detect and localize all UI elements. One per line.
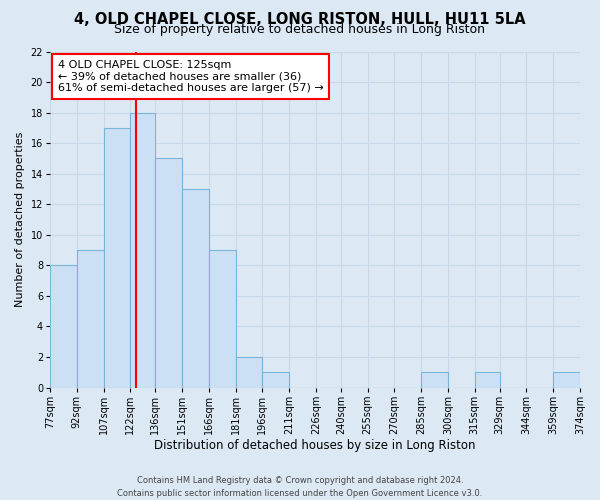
Bar [104,128,130,388]
Y-axis label: Number of detached properties: Number of detached properties [15,132,25,307]
Text: Size of property relative to detached houses in Long Riston: Size of property relative to detached ho… [115,22,485,36]
Bar [475,372,500,388]
X-axis label: Distribution of detached houses by size in Long Riston: Distribution of detached houses by size … [154,440,476,452]
Bar [262,372,289,388]
Bar [421,372,448,388]
Text: 4, OLD CHAPEL CLOSE, LONG RISTON, HULL, HU11 5LA: 4, OLD CHAPEL CLOSE, LONG RISTON, HULL, … [74,12,526,28]
Text: Contains HM Land Registry data © Crown copyright and database right 2024.
Contai: Contains HM Land Registry data © Crown c… [118,476,482,498]
Bar [236,357,262,388]
Bar [182,189,209,388]
Bar [77,250,104,388]
Bar [130,112,155,388]
Bar [209,250,236,388]
Bar [155,158,182,388]
Bar [553,372,580,388]
Bar [50,266,77,388]
Text: 4 OLD CHAPEL CLOSE: 125sqm
← 39% of detached houses are smaller (36)
61% of semi: 4 OLD CHAPEL CLOSE: 125sqm ← 39% of deta… [58,60,324,93]
